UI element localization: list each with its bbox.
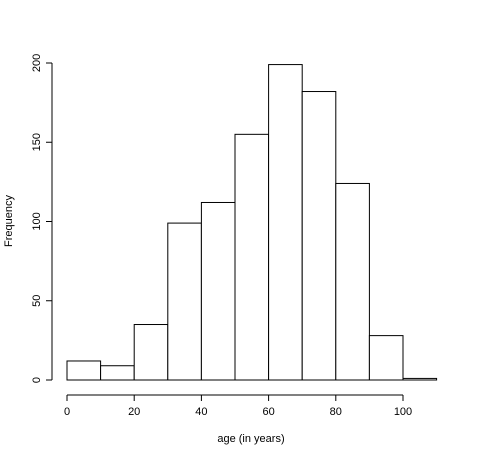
histogram-bar-6 (268, 64, 303, 381)
histogram-bar-7 (301, 91, 337, 381)
y-tick-label: 100 (31, 212, 43, 230)
y-axis: 0 50 100 150 200 (31, 54, 53, 383)
x-tick-label: 100 (394, 406, 412, 418)
x-tick-label: 40 (195, 406, 207, 418)
histogram-bars (66, 64, 438, 381)
histogram-bar-5 (234, 133, 270, 381)
x-tick-label: 20 (128, 406, 140, 418)
histogram-bar-3 (167, 222, 202, 381)
histogram-bar-4 (200, 201, 236, 381)
x-axis-title: age (in years) (217, 433, 284, 445)
y-tick-label: 0 (31, 377, 43, 383)
x-tick-label: 60 (262, 406, 274, 418)
histogram-bar-10 (402, 377, 438, 381)
y-tick-label: 200 (31, 54, 43, 72)
histogram-bar-2 (133, 324, 169, 381)
x-tick-label: 0 (64, 406, 70, 418)
y-axis-title: Frequency (3, 195, 15, 247)
x-tick-label: 80 (330, 406, 342, 418)
histogram-bar-9 (368, 335, 404, 381)
histogram-bar-1 (100, 365, 135, 381)
y-tick-label: 50 (31, 295, 43, 307)
histogram-bar-8 (335, 182, 370, 381)
x-axis: 0 20 40 60 80 100 (64, 394, 412, 418)
y-tick-label: 150 (31, 133, 43, 151)
histogram-bar-0 (66, 360, 102, 381)
